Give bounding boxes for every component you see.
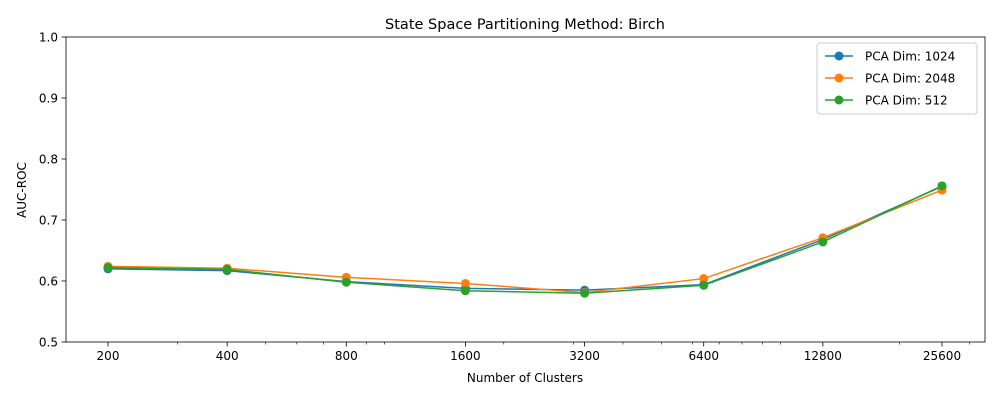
- y-tick-label: 0.8: [39, 152, 58, 166]
- y-axis: 0.5 0.6 0.7 0.8 0.9 1.0: [39, 30, 66, 349]
- series-line: [107, 185, 943, 291]
- x-tick-label: 25600: [923, 349, 961, 363]
- legend-entry: PCA Dim: 1024: [825, 49, 955, 63]
- x-tick-label: 1600: [450, 349, 481, 363]
- legend: PCA Dim: 1024 PCA Dim: 2048 PCA Dim: 512: [816, 42, 978, 115]
- series-layer: [103, 181, 947, 298]
- x-axis-label: Number of Clusters: [467, 371, 583, 385]
- legend-label: PCA Dim: 2048: [865, 71, 955, 85]
- y-axis-label: AUC-ROC: [15, 162, 29, 218]
- x-tick-label: 800: [335, 349, 358, 363]
- legend-entry: PCA Dim: 512: [825, 93, 948, 107]
- plot-frame: [65, 36, 986, 343]
- legend-entry: PCA Dim: 2048: [825, 71, 955, 85]
- data-point: [818, 237, 828, 247]
- y-tick-label: 0.5: [39, 335, 58, 349]
- series-3: [103, 181, 947, 298]
- data-point: [341, 277, 351, 287]
- legend-box: [816, 42, 978, 115]
- x-axis: 200 400 800 1600 3200 6400 12800 25600: [97, 342, 970, 363]
- y-tick-label: 0.7: [39, 213, 58, 227]
- legend-label: PCA Dim: 1024: [865, 49, 955, 63]
- chart-title: State Space Partitioning Method: Birch: [385, 17, 665, 33]
- plot-area: [65, 36, 986, 343]
- y-tick-label: 1.0: [39, 30, 58, 44]
- x-tick-label: 3200: [569, 349, 600, 363]
- series-line: [107, 189, 943, 294]
- data-point: [699, 280, 709, 290]
- data-point: [460, 286, 470, 296]
- data-point: [937, 181, 947, 191]
- x-tick-label: 400: [216, 349, 239, 363]
- y-tick-label: 0.9: [39, 91, 58, 105]
- data-point: [222, 264, 232, 274]
- legend-marker: [834, 95, 844, 105]
- legend-label: PCA Dim: 512: [865, 93, 948, 107]
- series-line: [107, 185, 943, 294]
- x-tick-label: 12800: [804, 349, 842, 363]
- data-point: [580, 288, 590, 298]
- y-tick-label: 0.6: [39, 274, 58, 288]
- legend-marker: [834, 73, 844, 83]
- data-point: [460, 278, 470, 288]
- x-tick-label: 200: [97, 349, 120, 363]
- x-tick-label: 6400: [688, 349, 719, 363]
- data-point: [103, 263, 113, 273]
- legend-marker: [834, 51, 844, 61]
- data-point: [699, 274, 709, 284]
